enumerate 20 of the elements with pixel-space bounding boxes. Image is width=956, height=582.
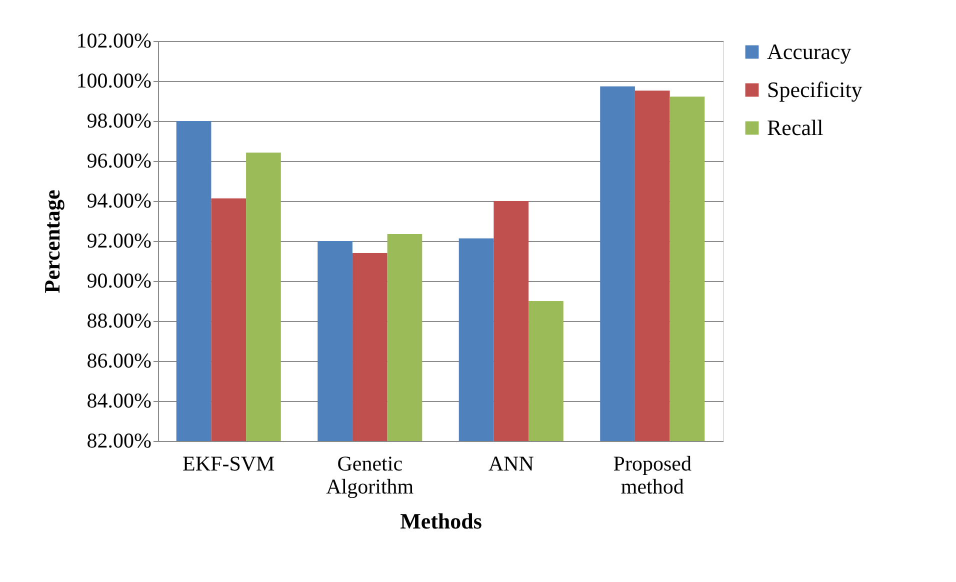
y-tick-label: 90.00% xyxy=(86,268,152,292)
x-tick-label: EKF-SVM xyxy=(182,452,276,476)
y-tick-label: 98.00% xyxy=(86,108,152,132)
x-tick-label: Proposed method xyxy=(613,452,692,498)
y-tick-label: 84.00% xyxy=(86,388,152,412)
legend-label: Recall xyxy=(767,115,824,140)
y-tick-label: 94.00% xyxy=(86,188,152,212)
x-axis-title: Methods xyxy=(400,508,482,534)
y-tick-label: 86.00% xyxy=(86,348,152,372)
legend-label: Accuracy xyxy=(767,39,852,64)
y-tick-label: 102.00% xyxy=(76,28,152,52)
x-tick-label: ANN xyxy=(488,452,534,476)
y-tick-label: 100.00% xyxy=(76,68,152,92)
y-tick-label: 88.00% xyxy=(86,308,152,332)
y-tick-label: 96.00% xyxy=(86,148,152,172)
y-axis-title: Percentage xyxy=(39,190,64,294)
y-tick-label: 92.00% xyxy=(86,228,152,252)
x-tick-label: Genetic Algorithm xyxy=(326,452,414,498)
y-tick-label: 82.00% xyxy=(86,428,152,452)
legend-label: Specificity xyxy=(767,77,862,102)
